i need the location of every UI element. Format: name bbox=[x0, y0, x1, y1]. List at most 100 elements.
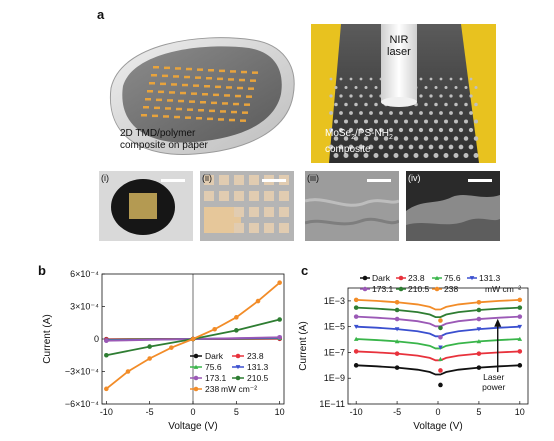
electrode-pad bbox=[180, 91, 186, 95]
nanopillar bbox=[383, 136, 389, 141]
nanopillar bbox=[468, 144, 474, 150]
y-tick-label: 1E−5 bbox=[324, 322, 345, 332]
nanopillar bbox=[433, 153, 439, 158]
data-point bbox=[476, 299, 482, 305]
flexible-device-schematic bbox=[109, 37, 295, 155]
electrode-pad bbox=[174, 115, 180, 119]
nanopillar bbox=[458, 127, 464, 133]
legend-label: 75.6 bbox=[444, 273, 461, 283]
nanopillar bbox=[473, 136, 479, 141]
contact-pad bbox=[264, 207, 274, 217]
electrode-pad bbox=[154, 106, 160, 110]
electrode-pad bbox=[239, 78, 245, 82]
x-tick-label: 10 bbox=[515, 407, 525, 417]
nanopillar bbox=[328, 144, 334, 150]
right-caption-line-1: MoSe2/PS-NH2 bbox=[325, 128, 393, 144]
panel-c-label: c bbox=[301, 263, 309, 278]
nanopillar bbox=[403, 153, 409, 158]
contact-pad bbox=[234, 207, 244, 217]
data-point bbox=[104, 338, 109, 344]
legend-marker bbox=[362, 286, 368, 292]
nanopillar bbox=[393, 153, 399, 158]
data-point bbox=[517, 324, 523, 329]
electrode-pad bbox=[158, 90, 164, 94]
electrode-pad bbox=[189, 100, 195, 103]
nanopillar bbox=[428, 144, 434, 150]
nanopillar bbox=[328, 127, 334, 133]
nanopillar bbox=[434, 102, 438, 107]
data-point bbox=[438, 318, 443, 323]
y-axis-title: Current (A) bbox=[42, 314, 53, 363]
nanopillar bbox=[448, 144, 454, 150]
contact-pad bbox=[249, 191, 259, 201]
nanopillar bbox=[373, 153, 379, 158]
nanopillar bbox=[473, 153, 479, 158]
series-line bbox=[356, 325, 520, 338]
nanopillar bbox=[408, 127, 414, 133]
nanopillar bbox=[413, 136, 419, 141]
nanopillar bbox=[333, 136, 339, 141]
electrode-pad bbox=[246, 95, 252, 98]
nanopillar bbox=[368, 144, 374, 150]
electrode-pad bbox=[153, 66, 159, 69]
series-line bbox=[356, 298, 520, 311]
nanopillar bbox=[329, 77, 333, 81]
nanopillar bbox=[424, 102, 428, 107]
nanopillar bbox=[419, 77, 423, 81]
legend-marker bbox=[193, 386, 199, 392]
legend-label: 131.3 bbox=[479, 273, 501, 283]
electrode-pad bbox=[220, 110, 226, 113]
left-caption-line-2: composite on paper bbox=[120, 140, 208, 151]
electrode-pad bbox=[196, 117, 202, 120]
electrode-pad bbox=[207, 117, 213, 121]
data-point bbox=[517, 363, 523, 368]
electrode-pad bbox=[195, 76, 201, 79]
data-point bbox=[394, 307, 400, 313]
nanopillar bbox=[469, 111, 473, 115]
nanopillar bbox=[439, 94, 443, 98]
contact-pad bbox=[219, 191, 229, 201]
nanopillar bbox=[429, 94, 433, 98]
nanopillar bbox=[464, 102, 468, 107]
electrode-pad bbox=[231, 110, 237, 114]
nanopillar bbox=[434, 119, 438, 124]
series-line bbox=[356, 306, 520, 319]
nanopillar bbox=[358, 144, 364, 150]
y-tick-label: 0 bbox=[94, 334, 99, 344]
data-point bbox=[353, 336, 359, 341]
contact-pad bbox=[204, 175, 214, 185]
nanopillar bbox=[434, 85, 438, 90]
data-point bbox=[438, 382, 443, 388]
nanopillar bbox=[454, 85, 458, 90]
nanopillar bbox=[424, 85, 428, 90]
data-point bbox=[476, 316, 482, 322]
nanopillar bbox=[344, 119, 348, 124]
nanopillar bbox=[364, 119, 368, 124]
electrode-pad bbox=[186, 67, 192, 71]
electrode-pad bbox=[250, 79, 256, 82]
nanopillar bbox=[399, 111, 403, 115]
nanopillar bbox=[449, 111, 453, 115]
data-point bbox=[147, 356, 152, 361]
x-tick-label: -5 bbox=[146, 407, 154, 417]
data-point bbox=[353, 349, 359, 354]
nanopillar bbox=[369, 111, 373, 115]
nanopillar bbox=[359, 94, 363, 98]
series-line bbox=[356, 338, 520, 350]
nanopillar bbox=[438, 127, 444, 133]
contact-pad bbox=[279, 191, 289, 201]
data-point bbox=[394, 351, 400, 356]
contact-pad bbox=[234, 223, 244, 233]
electrode-pad bbox=[202, 93, 208, 96]
data-point bbox=[438, 345, 443, 350]
x-tick-label: -10 bbox=[100, 407, 113, 417]
data-point bbox=[125, 369, 131, 374]
legend-unit: mW cm⁻² bbox=[485, 284, 521, 294]
nanopillar bbox=[354, 85, 358, 90]
series-line bbox=[356, 364, 520, 376]
electrode-pad bbox=[147, 90, 153, 93]
electrode-pad bbox=[182, 83, 188, 87]
electrode-pad bbox=[160, 82, 166, 86]
electrode-pad bbox=[167, 99, 173, 102]
electrode-pad bbox=[241, 70, 247, 74]
